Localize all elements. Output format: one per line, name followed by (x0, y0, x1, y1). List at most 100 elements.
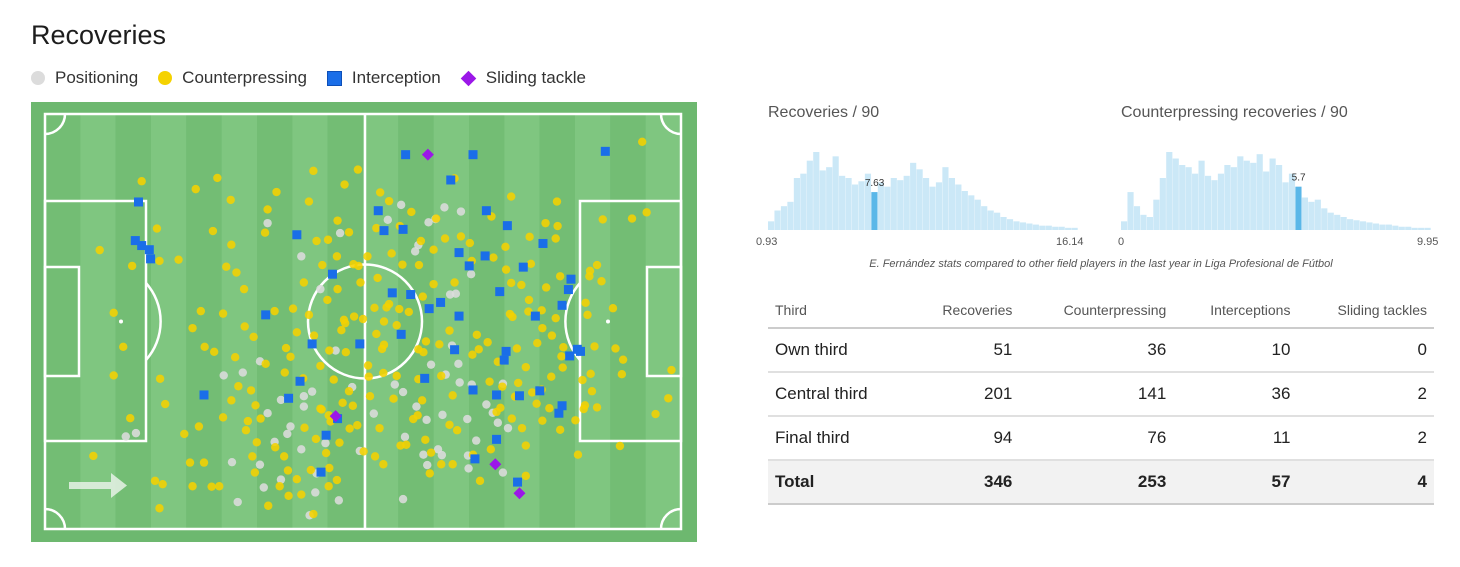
point-counterpressing (155, 504, 164, 513)
histogram-bar (1185, 167, 1192, 230)
histogram-bar (968, 195, 975, 230)
point-counterpressing (243, 416, 253, 426)
point-interception (554, 408, 564, 418)
point-positioning (297, 252, 306, 261)
point-counterpressing (533, 338, 542, 348)
point-positioning (121, 432, 130, 441)
point-positioning (227, 457, 237, 467)
corner-arc-top-left (44, 113, 67, 136)
pitch-map (31, 102, 697, 542)
point-counterpressing (250, 468, 260, 477)
point-counterpressing (150, 476, 160, 486)
point-counterpressing (263, 205, 272, 214)
point-counterpressing (309, 331, 319, 340)
point-interception (137, 241, 147, 251)
histogram-min-label: 0 (1118, 236, 1125, 248)
point-counterpressing (158, 479, 167, 489)
histogram-bar (1146, 217, 1153, 230)
histogram-bar (1263, 171, 1270, 230)
histogram-bar (1237, 156, 1244, 230)
point-counterpressing (559, 343, 568, 352)
point-counterpressing (155, 374, 165, 383)
point-positioning (276, 395, 286, 405)
point-counterpressing (437, 460, 446, 469)
point-positioning (419, 450, 428, 459)
histogram-bar (1250, 162, 1257, 230)
point-counterpressing (379, 460, 388, 469)
table-cell: 36 (1019, 328, 1174, 373)
point-counterpressing (316, 361, 325, 371)
histogram-bar (935, 182, 943, 230)
histogram-bar (1071, 227, 1078, 230)
point-counterpressing (571, 416, 580, 425)
histogram-bar (839, 175, 846, 230)
point-interception (566, 274, 576, 284)
point-counterpressing (501, 265, 511, 274)
point-interception (470, 454, 480, 464)
point-counterpressing (226, 195, 235, 205)
point-counterpressing (555, 272, 565, 281)
point-counterpressing (333, 216, 342, 225)
point-counterpressing (188, 482, 197, 491)
point-counterpressing (426, 448, 436, 457)
histogram-bar (1204, 175, 1212, 230)
point-counterpressing (384, 299, 394, 309)
point-counterpressing (364, 372, 373, 381)
pitch-stripe (80, 114, 116, 529)
point-counterpressing (348, 401, 358, 410)
point-counterpressing (557, 352, 566, 361)
point-counterpressing (513, 378, 523, 388)
point-counterpressing (492, 407, 501, 417)
point-positioning (286, 422, 295, 431)
point-counterpressing (524, 307, 533, 316)
point-counterpressing (324, 411, 333, 420)
histogram-bar (851, 184, 859, 230)
histogram-highlight-bar (871, 192, 878, 230)
point-counterpressing (370, 452, 380, 461)
point-counterpressing (526, 259, 536, 269)
point-positioning (390, 380, 399, 389)
histogram-bar (1153, 199, 1160, 230)
point-counterpressing (365, 392, 375, 401)
point-positioning (131, 428, 141, 438)
table-row: Own third 51 36 10 0 (768, 328, 1434, 373)
point-positioning (259, 483, 268, 492)
point-counterpressing (152, 224, 162, 233)
point-counterpressing (324, 482, 333, 491)
point-positioning (398, 387, 408, 397)
point-interception (327, 269, 337, 279)
table-row: Central third 201 141 36 2 (768, 372, 1434, 417)
point-interception (468, 150, 478, 160)
point-interception (468, 385, 478, 395)
point-counterpressing (465, 238, 475, 248)
point-counterpressing (617, 370, 627, 379)
histogram-title-counterpressing: Counterpressing recoveries / 90 (1121, 104, 1348, 121)
point-positioning (299, 392, 309, 401)
legend-item-sliding-tackle: Sliding tackle (460, 68, 586, 88)
point-counterpressing (489, 253, 498, 262)
point-counterpressing (349, 312, 359, 321)
table-cell: 2 (1297, 416, 1434, 461)
legend-label: Positioning (55, 68, 139, 87)
point-counterpressing (425, 469, 434, 478)
point-counterpressing (395, 304, 404, 314)
point-counterpressing (547, 372, 556, 381)
point-counterpressing (450, 278, 459, 287)
point-counterpressing (545, 404, 554, 413)
point-counterpressing (299, 278, 309, 287)
point-interception (492, 434, 502, 444)
point-counterpressing (445, 326, 454, 335)
point-counterpressing (416, 236, 426, 246)
point-counterpressing (119, 342, 128, 352)
point-interception (130, 236, 140, 246)
point-positioning (400, 432, 410, 442)
table-cell: Final third (768, 416, 909, 461)
point-counterpressing (404, 307, 413, 317)
histogram-bar (923, 178, 930, 230)
point-counterpressing (517, 280, 526, 290)
page-title: Recoveries (31, 20, 167, 50)
point-interception (565, 351, 575, 361)
histogram-bar (1327, 212, 1334, 230)
histogram-bar (974, 199, 981, 230)
point-counterpressing (398, 260, 407, 269)
